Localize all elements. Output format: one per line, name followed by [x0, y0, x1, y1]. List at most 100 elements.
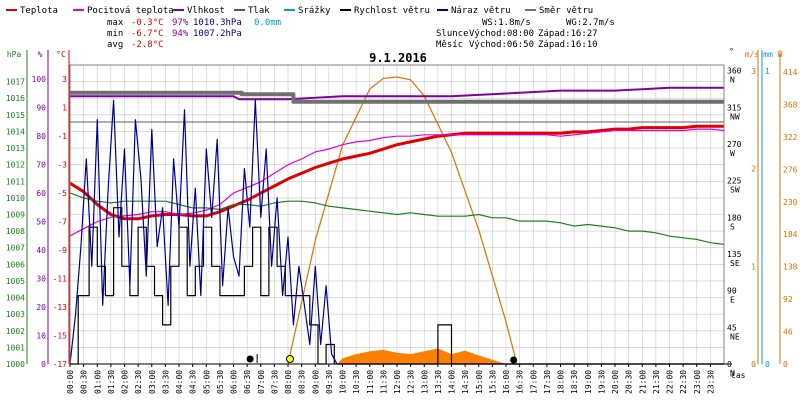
astro-sun-rise: Východ:08:00 — [469, 29, 534, 39]
x-tick-label: 13:30 — [434, 370, 443, 394]
axis-dir-label: ° — [729, 47, 734, 56]
legend-label-naraz: Náraz větru — [451, 6, 511, 16]
series-naraz — [69, 99, 724, 365]
axis-hpa-tick: 1014 — [6, 127, 25, 136]
x-tick-label: 07:30 — [270, 370, 279, 394]
axis-wm2-tick: 414 — [783, 68, 798, 77]
legend-label-tlak: Tlak — [248, 6, 270, 16]
stat-min-temp: -6.7°C — [131, 29, 164, 39]
axis-ms-tick: 1 — [751, 262, 756, 271]
axis-hpa-tick: 1006 — [6, 260, 25, 269]
x-tick-label: 06:00 — [230, 370, 239, 394]
axis-dir-compass: SW — [730, 186, 740, 195]
axis-hpa-tick: 1008 — [6, 227, 25, 236]
axis-hpa-tick: 1002 — [6, 327, 25, 336]
x-tick-label: 01:00 — [93, 370, 102, 394]
axis-pct-tick: 90 — [36, 104, 46, 113]
x-tick-label: 15:00 — [475, 370, 484, 394]
axis-wm2-tick: 46 — [783, 328, 793, 337]
x-tick-label: 13:00 — [420, 370, 429, 394]
stat-min-press: 1007.2hPa — [193, 29, 242, 39]
x-tick-label: 02:00 — [121, 370, 130, 394]
legend: Teplota Pocitová teplota Vlhkost Tlak Srážky… — [6, 6, 593, 16]
axis-dir-compass: W — [730, 149, 735, 158]
axes: hPa1000100110021003100410051006100710081… — [6, 47, 798, 394]
x-tick-label: 21:30 — [652, 370, 661, 394]
axis-dir-tick: 90 — [727, 287, 737, 296]
axis-degc-tick: -17 — [53, 360, 68, 369]
axis-hpa-tick: 1017 — [6, 78, 25, 87]
x-tick-label: 10:30 — [352, 370, 361, 394]
x-tick-label: 18:00 — [557, 370, 566, 394]
x-tick-label: 14:30 — [461, 370, 470, 394]
axis-dir-compass: E — [730, 296, 735, 305]
x-tick-label: 02:30 — [134, 370, 143, 394]
x-tick-label: 23:30 — [706, 370, 715, 394]
series-layer — [69, 86, 725, 365]
axis-dir-tick: 315 — [727, 103, 742, 112]
stat-max-rain: 0.0mm — [254, 18, 281, 28]
axis-hpa-tick: 1000 — [6, 360, 25, 369]
astro-moon-label: Měsíc — [436, 40, 463, 50]
axis-pct-tick: 50 — [36, 218, 46, 227]
x-tick-label: 09:00 — [311, 370, 320, 394]
astro-wg: WG:2.7m/s — [566, 18, 615, 28]
x-tick-label: 19:00 — [584, 370, 593, 394]
stat-max-press: 1010.3hPa — [193, 18, 242, 28]
axis-dir-tick: 360 — [727, 67, 742, 76]
x-axis-label: čas — [731, 370, 746, 380]
axis-mm-label: mm — [763, 50, 773, 59]
series-smer — [70, 90, 724, 104]
x-tick-label: 07:00 — [257, 370, 266, 394]
axis-wm2-tick: 138 — [783, 263, 798, 272]
legend-label-smer: Směr větru — [539, 6, 593, 16]
stat-min-hum: 94% — [172, 29, 189, 39]
astro-sun-label: Slunce — [436, 29, 469, 39]
axis-dir-tick: 225 — [727, 177, 742, 186]
x-tick-label: 03:00 — [148, 370, 157, 394]
axis-ms-tick: 3 — [751, 67, 756, 76]
x-tick-label: 05:30 — [216, 370, 225, 394]
axis-dir-tick: 180 — [727, 213, 742, 222]
x-tick-label: 03:30 — [161, 370, 170, 394]
axis-mm-tick: 1 — [765, 67, 770, 76]
axis-dir-compass: NW — [730, 112, 740, 121]
stat-max-label: max — [107, 18, 124, 28]
x-tick-label: 16:30 — [516, 370, 525, 394]
stat-avg-label: avg — [107, 40, 123, 50]
x-tick-label: 22:30 — [679, 370, 688, 394]
moon-rise-marker — [246, 355, 254, 363]
stat-avg-temp: -2.8°C — [131, 40, 164, 50]
axis-hpa-tick: 1013 — [6, 144, 25, 153]
axis-degc-tick: -9 — [57, 246, 67, 255]
axis-degc-tick: -1 — [57, 132, 67, 141]
x-tick-label: 17:00 — [529, 370, 538, 394]
axis-pct-tick: 0 — [41, 360, 46, 369]
x-tick-label: 15:30 — [488, 370, 497, 394]
stat-max-temp: -0.3°C — [131, 18, 164, 28]
x-tick-label: 20:30 — [625, 370, 634, 394]
axis-degc-label: °C — [56, 50, 66, 59]
axis-dir-tick: 45 — [727, 323, 737, 332]
axis-hpa-tick: 1015 — [6, 111, 25, 120]
axis-wm2-tick: 230 — [783, 198, 798, 207]
axis-hpa-tick: 1011 — [6, 177, 25, 186]
x-tick-label: 11:00 — [366, 370, 375, 394]
x-tick-label: 00:00 — [66, 370, 75, 394]
axis-hpa-tick: 1012 — [6, 161, 25, 170]
axis-hpa-tick: 1016 — [6, 94, 25, 103]
axis-degc-tick: -13 — [53, 303, 68, 312]
axis-wm2-tick: 184 — [783, 230, 798, 239]
legend-label-srazky: Srážky — [298, 6, 331, 16]
axis-ms-tick: 0 — [751, 360, 756, 369]
astro-ws: WS:1.8m/s — [482, 18, 531, 28]
x-tick-label: 09:30 — [325, 370, 334, 394]
sun-rise-marker — [286, 355, 294, 363]
axis-degc-tick: 3 — [62, 75, 67, 84]
axis-pct-tick: 60 — [36, 189, 46, 198]
legend-label-vitr: Rychlost větru — [354, 6, 430, 16]
axis-pct-tick: 70 — [36, 161, 46, 170]
axis-degc-tick: -15 — [53, 332, 68, 341]
axis-wm2-tick: 322 — [783, 133, 798, 142]
series-vlhkost — [70, 86, 724, 101]
